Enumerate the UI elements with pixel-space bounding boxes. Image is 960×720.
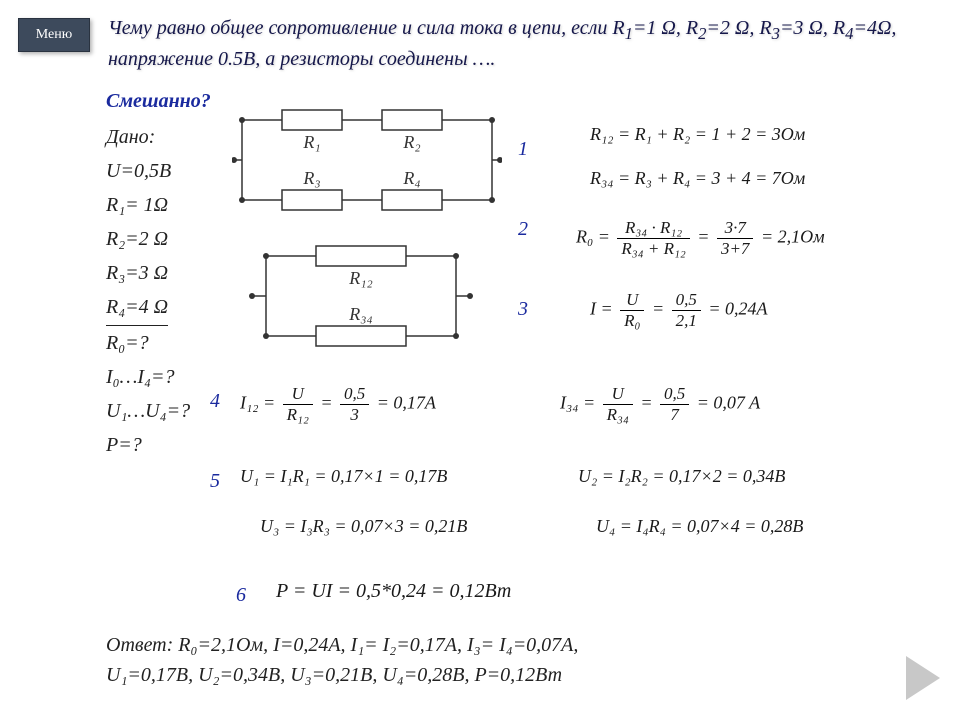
menu-button[interactable]: Меню bbox=[18, 18, 90, 52]
svg-text:R₄: R₄ bbox=[402, 168, 420, 188]
equation: U₁ = I₁R₁ = 0,17×1 = 0,17B bbox=[240, 466, 447, 487]
step-number: 6 bbox=[236, 584, 246, 607]
circuit-diagram-2: R₁₂ R₃₄ bbox=[246, 236, 476, 361]
equation: U₂ = I₂R₂ = 0,17×2 = 0,34B bbox=[578, 466, 785, 487]
equation: R₁₂ = R₁ + R₂ = 1 + 2 = 3Ом bbox=[590, 124, 805, 145]
svg-text:R₃₄: R₃₄ bbox=[348, 304, 373, 324]
next-arrow-icon[interactable] bbox=[906, 656, 940, 700]
given-line: R₁= 1Ω bbox=[106, 188, 190, 222]
equation: P = UI = 0,5*0,24 = 0,12Вт bbox=[276, 580, 511, 603]
given-line: R₄=4 Ω bbox=[106, 290, 190, 326]
equation: R₃₄ = R₃ + R₄ = 3 + 4 = 7Ом bbox=[590, 168, 805, 189]
find-line: R₀=? bbox=[106, 326, 190, 360]
svg-text:R₂: R₂ bbox=[402, 132, 420, 152]
given-line: R₃=3 Ω bbox=[106, 256, 190, 290]
step-number: 1 bbox=[518, 138, 528, 161]
given-column: Дано: U=0,5B R₁= 1Ω R₂=2 Ω R₃=3 Ω R₄=4 Ω… bbox=[106, 120, 190, 462]
svg-text:R₃: R₃ bbox=[302, 168, 320, 188]
find-line: U₁…U₄=? bbox=[106, 394, 190, 428]
step-number: 5 bbox=[210, 470, 220, 493]
circuit-diagram-1: R₁ R₂ R₃ R₄ bbox=[232, 100, 502, 225]
find-line: P=? bbox=[106, 428, 190, 462]
equation: I = UR₀ = 0,52,1 = 0,24A bbox=[590, 290, 768, 331]
answer-line: Ответ: R₀=2,1Ом, I=0,24A, I₁= I₂=0,17A, … bbox=[106, 630, 578, 660]
answer-line: U₁=0,17B, U₂=0,34B, U₃=0,21B, U₄=0,28B, … bbox=[106, 660, 578, 690]
equation: I₃₄ = UR₃₄ = 0,57 = 0,07 A bbox=[560, 384, 760, 425]
step-number: 2 bbox=[518, 218, 528, 241]
mixed-heading: Смешанно? bbox=[106, 90, 211, 113]
equation: U₃ = I₃R₃ = 0,07×3 = 0,21B bbox=[260, 516, 467, 537]
equation: U₄ = I₄R₄ = 0,07×4 = 0,28B bbox=[596, 516, 803, 537]
step-number: 3 bbox=[518, 298, 528, 321]
step-number: 4 bbox=[210, 390, 220, 413]
find-line: I₀…I₄=? bbox=[106, 360, 190, 394]
svg-text:R₁₂: R₁₂ bbox=[348, 268, 373, 288]
equation: I₁₂ = UR₁₂ = 0,53 = 0,17A bbox=[240, 384, 436, 425]
equation: R₀ = R₃₄ · R₁₂R₃₄ + R₁₂ = 3·73+7 = 2,1Ом bbox=[576, 218, 825, 259]
svg-text:R₁: R₁ bbox=[302, 132, 320, 152]
given-line: R₂=2 Ω bbox=[106, 222, 190, 256]
menu-label: Меню bbox=[36, 27, 72, 43]
problem-statement: Чему равно общее сопротивление и сила то… bbox=[108, 14, 938, 73]
given-heading: Дано: bbox=[106, 120, 190, 154]
answer-block: Ответ: R₀=2,1Ом, I=0,24A, I₁= I₂=0,17A, … bbox=[106, 630, 578, 690]
given-line: U=0,5B bbox=[106, 154, 190, 188]
